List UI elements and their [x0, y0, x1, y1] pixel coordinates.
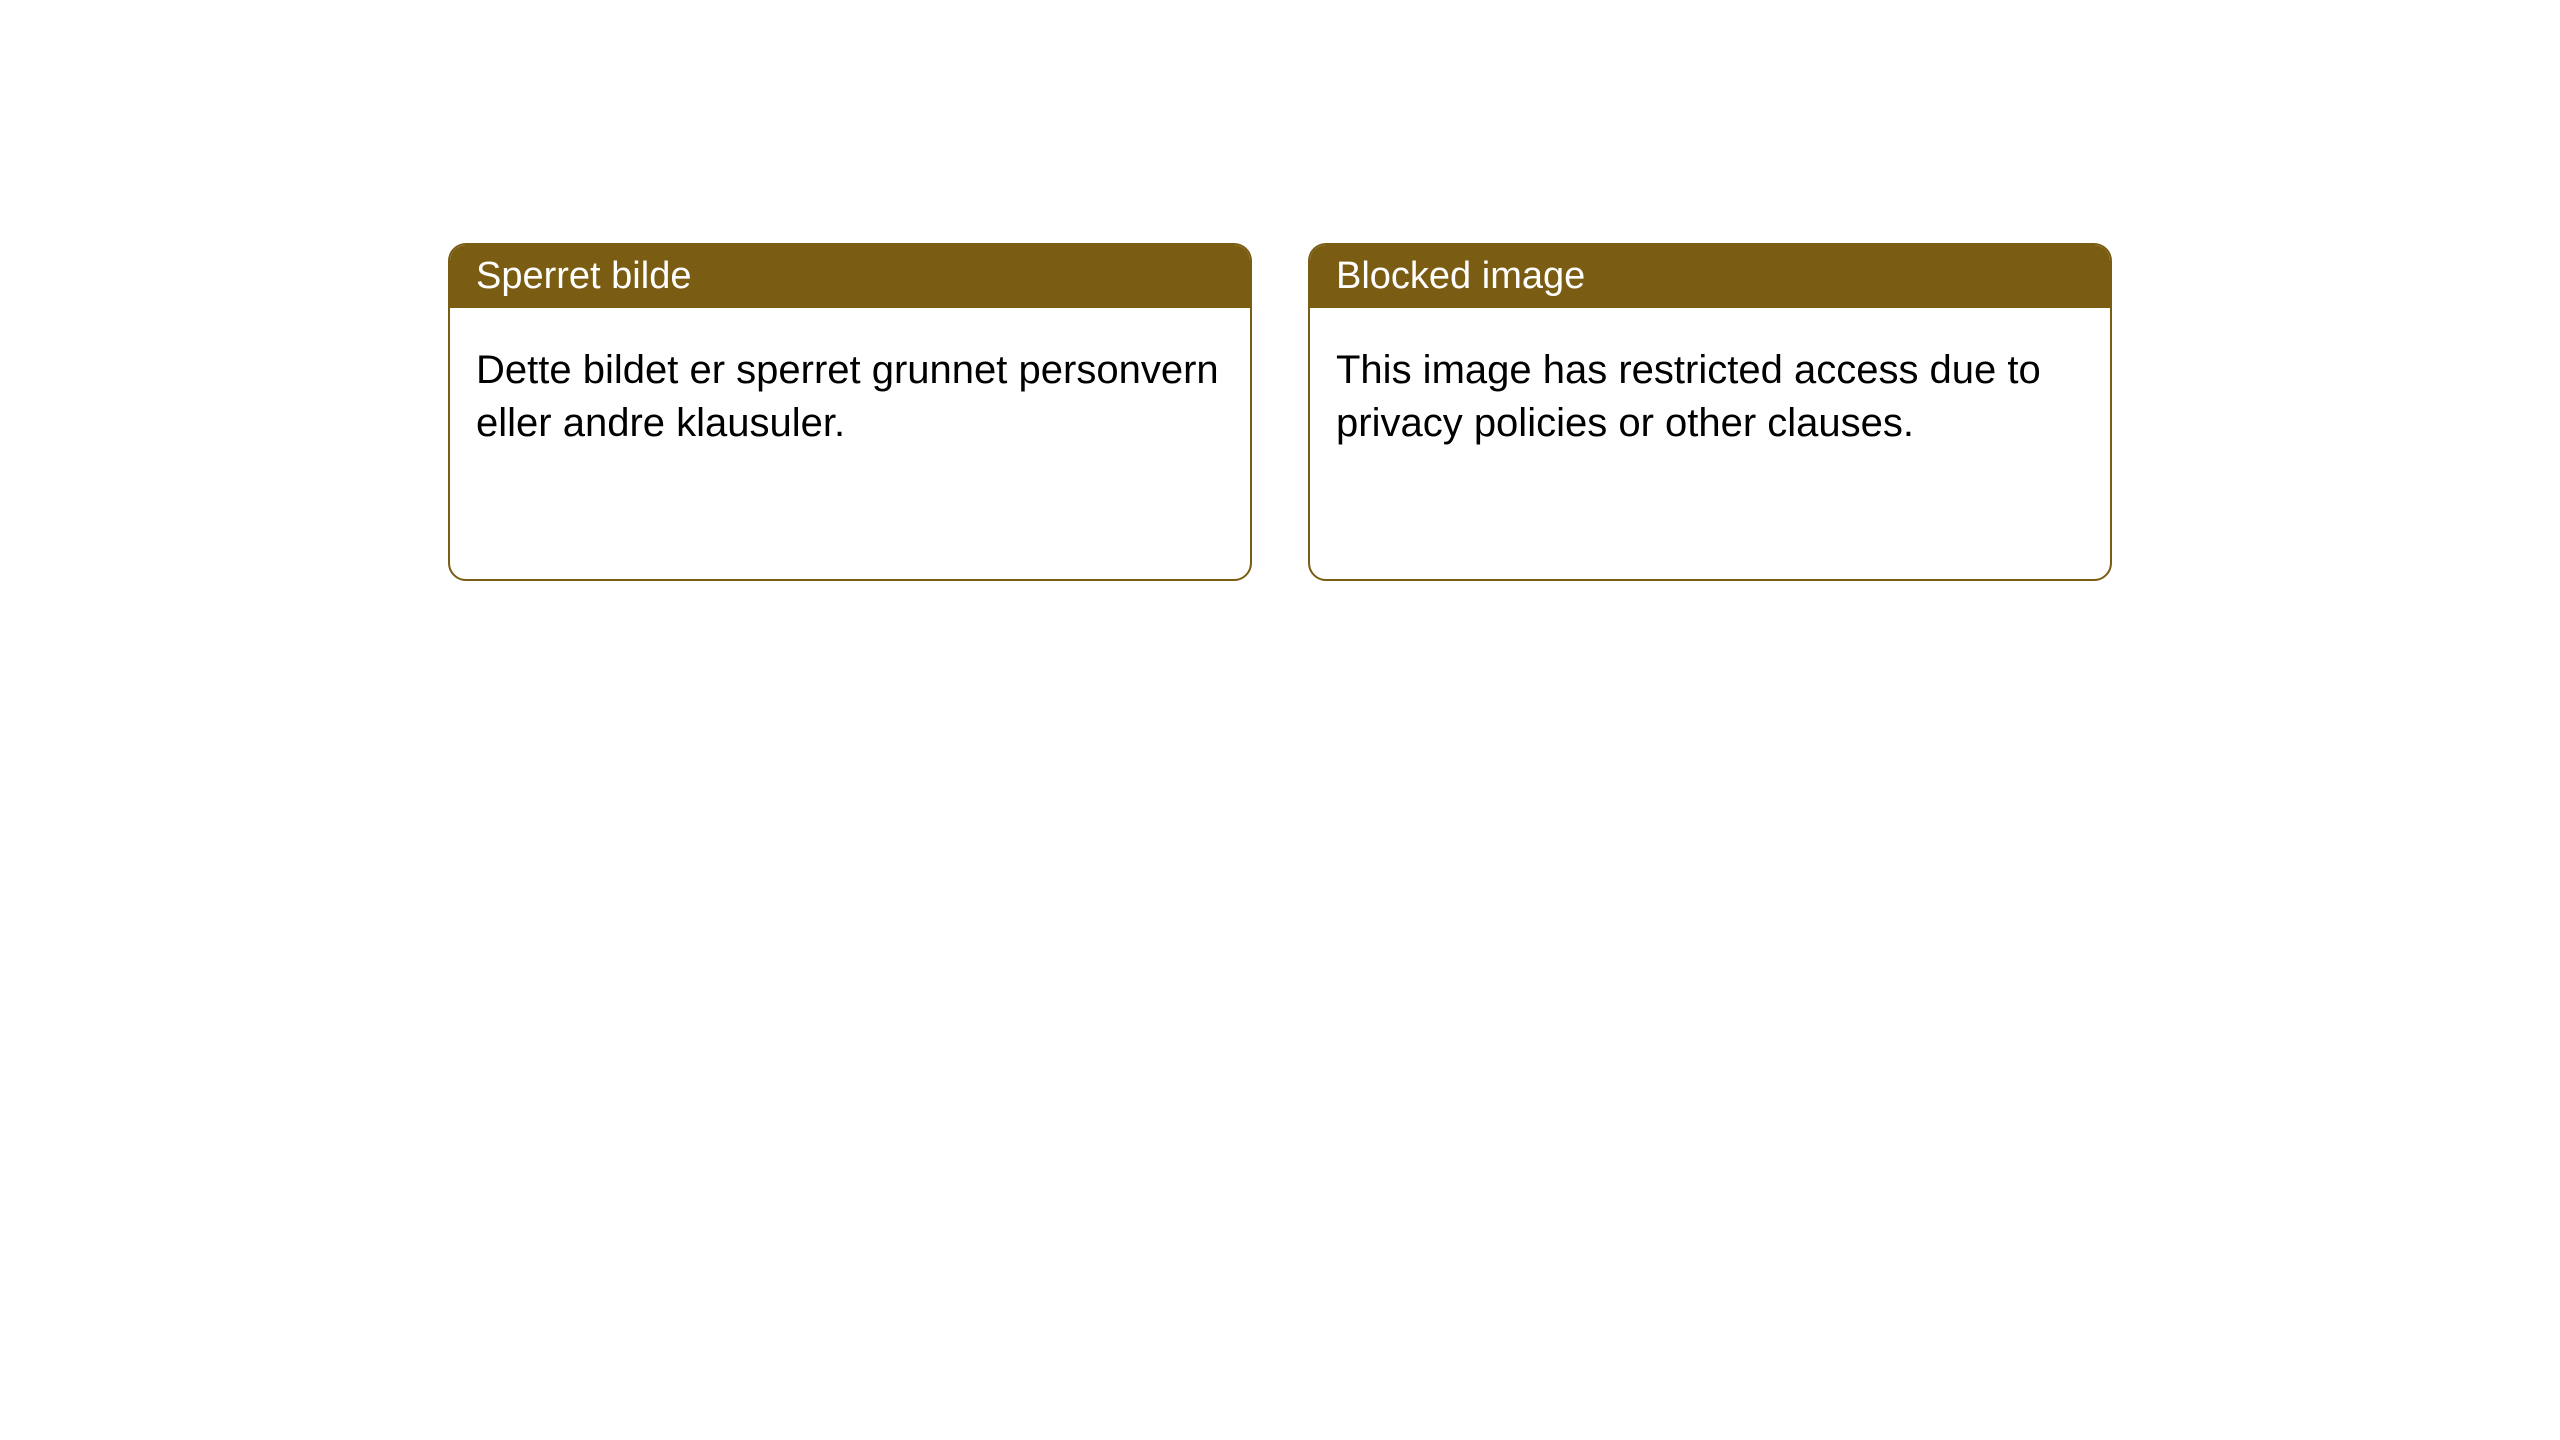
notice-card-body: Dette bildet er sperret grunnet personve…	[450, 308, 1250, 486]
notice-card-header: Sperret bilde	[450, 245, 1250, 308]
notice-card-header: Blocked image	[1310, 245, 2110, 308]
notice-card-english: Blocked image This image has restricted …	[1308, 243, 2112, 581]
notice-card-body: This image has restricted access due to …	[1310, 308, 2110, 486]
notice-cards-container: Sperret bilde Dette bildet er sperret gr…	[0, 0, 2560, 581]
notice-card-norwegian: Sperret bilde Dette bildet er sperret gr…	[448, 243, 1252, 581]
